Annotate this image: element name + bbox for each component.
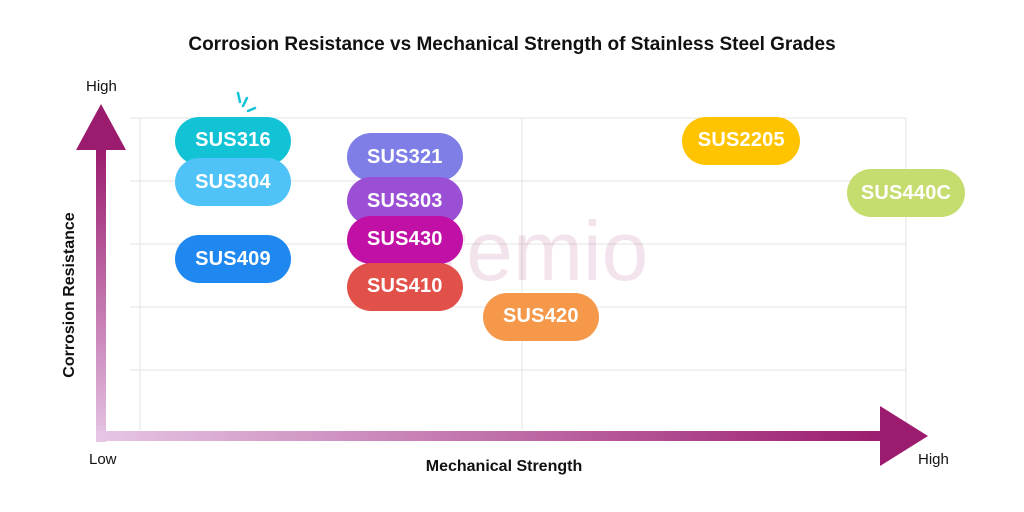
x-axis-title: Mechanical Strength xyxy=(425,458,583,475)
data-point-sus321: SUS321 xyxy=(346,133,463,182)
data-point-sus430: SUS430 xyxy=(346,215,463,264)
x-axis-arrow xyxy=(96,406,928,466)
data-point-sus304: SUS304 xyxy=(174,158,291,206)
x-axis-low-label: Low xyxy=(89,451,117,468)
x-axis-high-label: High xyxy=(918,451,949,468)
data-point-sus410: SUS410 xyxy=(346,262,463,311)
y-axis-title: Corrosion Resistance xyxy=(61,212,78,378)
data-point-sus440c: SUS440C xyxy=(847,169,965,217)
y-axis-high-label: High xyxy=(86,78,117,95)
data-point-sus316: SUS316 xyxy=(174,116,291,165)
data-point-sus2205: SUS2205 xyxy=(682,116,801,165)
data-point-sus420: SUS420 xyxy=(482,292,599,341)
y-axis-arrow xyxy=(76,104,126,442)
chart-title: Corrosion Resistance vs Mechanical Stren… xyxy=(188,34,836,55)
sparkle-icon xyxy=(236,91,257,113)
data-point-sus409: SUS409 xyxy=(174,235,291,283)
